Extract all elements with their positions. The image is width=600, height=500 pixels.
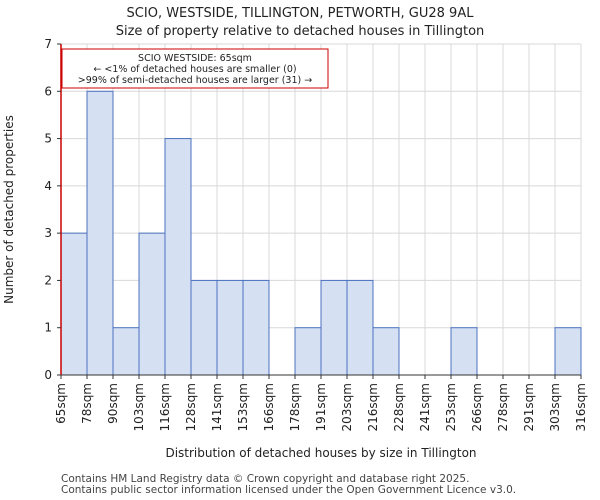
y-tick-label: 0 <box>44 368 52 382</box>
bar-303sqm <box>554 327 582 376</box>
x-tick-label: 228sqm <box>392 383 406 431</box>
x-tick-label: 153sqm <box>236 383 250 431</box>
y-axis-label: Number of detached properties <box>2 115 16 304</box>
x-tick-label: 78sqm <box>80 383 94 424</box>
x-tick-label: 191sqm <box>314 383 328 431</box>
x-tick-label: 90sqm <box>106 383 120 424</box>
bar-191sqm <box>320 279 348 376</box>
y-tick-label: 4 <box>44 179 52 193</box>
annotation-line-1: SCIO WESTSIDE: 65sqm <box>138 53 252 64</box>
bar-141sqm <box>216 279 244 376</box>
bar-128sqm <box>190 279 218 376</box>
y-tick-label: 7 <box>44 37 52 51</box>
x-tick-label: 65sqm <box>54 383 68 424</box>
bar-78sqm <box>86 90 114 376</box>
x-tick-label: 128sqm <box>184 383 198 431</box>
y-tick-label: 2 <box>44 273 52 287</box>
bar-253sqm <box>450 327 478 376</box>
annotation-line-3: >99% of semi-detached houses are larger … <box>78 75 312 86</box>
x-tick-label: 103sqm <box>132 383 146 431</box>
x-tick-label: 216sqm <box>366 383 380 431</box>
bar-178sqm <box>294 327 322 376</box>
y-tick-label: 3 <box>44 226 52 240</box>
x-tick-label: 303sqm <box>548 383 562 431</box>
x-tick-label: 166sqm <box>262 383 276 431</box>
chart-title: SCIO, WESTSIDE, TILLINGTON, PETWORTH, GU… <box>126 6 474 21</box>
annotation-line-2: ← <1% of detached houses are smaller (0) <box>93 64 296 75</box>
x-tick-label: 253sqm <box>444 383 458 431</box>
footer-line-2: Contains public sector information licen… <box>61 484 517 496</box>
x-tick-label: 316sqm <box>574 383 588 431</box>
x-tick-label: 291sqm <box>522 383 536 431</box>
bar-203sqm <box>346 279 374 376</box>
x-tick-label: 141sqm <box>210 383 224 431</box>
bar-116sqm <box>164 138 192 376</box>
x-tick-label: 116sqm <box>158 383 172 431</box>
y-tick-label: 1 <box>44 321 52 335</box>
bar-153sqm <box>242 279 270 376</box>
x-tick-label: 241sqm <box>418 383 432 431</box>
y-tick-label: 6 <box>44 84 52 98</box>
x-tick-label: 266sqm <box>470 383 484 431</box>
bar-216sqm <box>372 327 400 376</box>
x-tick-label: 278sqm <box>496 383 510 431</box>
footer-line-1: Contains HM Land Registry data © Crown c… <box>61 473 470 485</box>
x-axis-label: Distribution of detached houses by size … <box>165 446 476 460</box>
y-tick-label: 5 <box>44 132 52 146</box>
bar-65sqm <box>60 232 88 376</box>
annotation-box <box>61 48 329 89</box>
chart-subtitle: Size of property relative to detached ho… <box>115 24 485 39</box>
bar-103sqm <box>138 232 166 376</box>
x-tick-label: 203sqm <box>340 383 354 431</box>
x-tick-label: 178sqm <box>288 383 302 431</box>
bar-90sqm <box>112 327 140 376</box>
